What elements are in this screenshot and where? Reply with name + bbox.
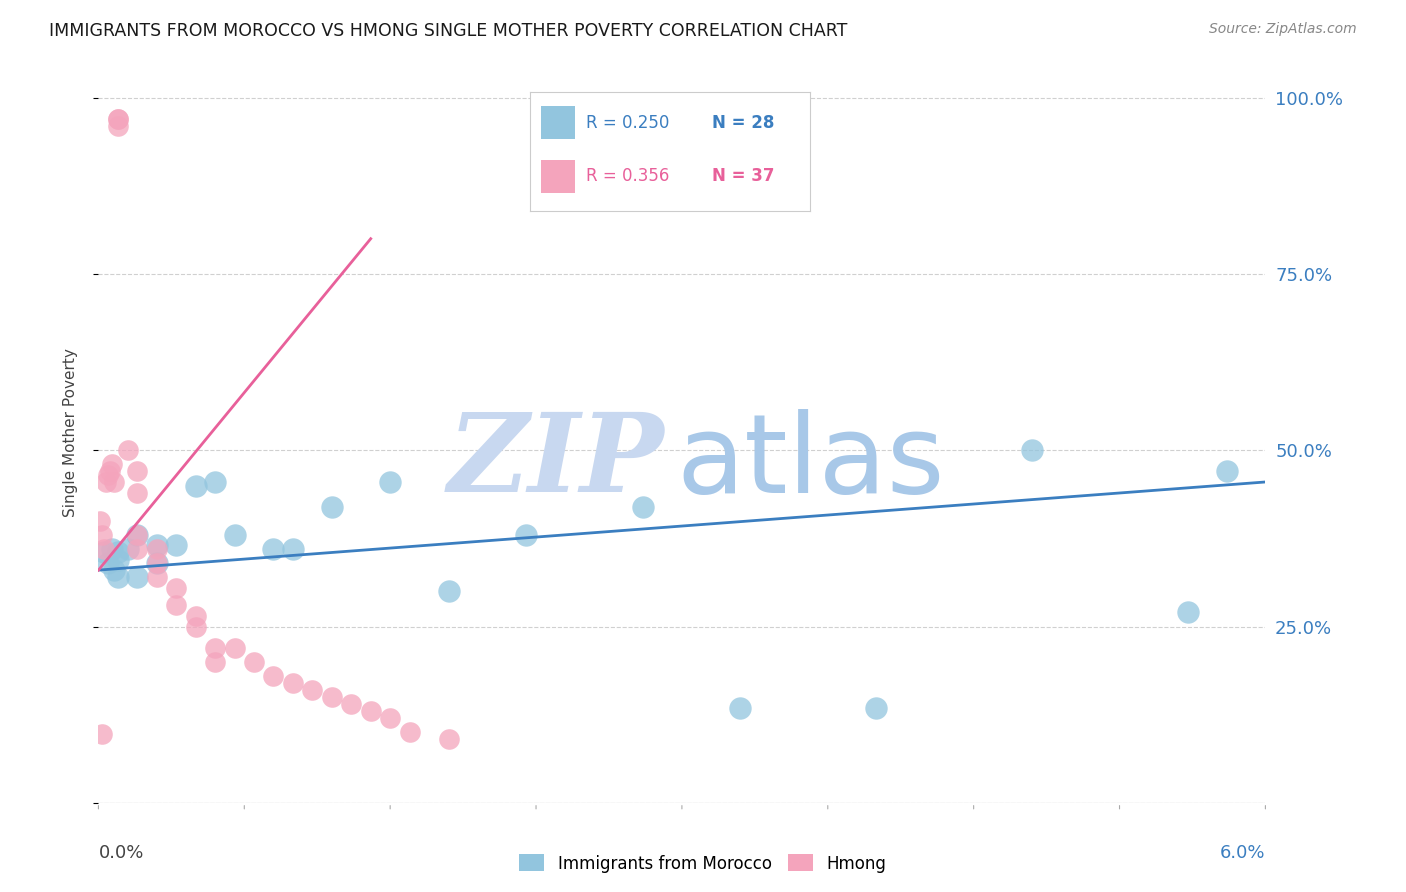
Text: Source: ZipAtlas.com: Source: ZipAtlas.com [1209,22,1357,37]
Text: atlas: atlas [676,409,945,516]
Point [262,669,284,683]
Point [224,640,246,655]
Point [146,556,169,570]
Point [127,464,149,478]
Text: 0.0%: 0.0% [98,844,143,862]
Point [165,538,187,552]
Point [243,655,266,669]
Point [398,725,420,739]
Point [93,541,115,556]
Point [97,467,120,482]
Point [127,541,149,556]
Point [107,570,129,584]
Point [146,538,169,552]
Point [184,478,207,492]
Point [107,112,129,126]
Point [340,697,363,711]
Point [127,570,149,584]
Point [103,563,125,577]
Point [97,556,120,570]
Point [380,475,402,489]
Point [107,552,129,566]
Point [165,599,187,613]
Y-axis label: Single Mother Poverty: Single Mother Poverty [63,348,77,517]
Point [204,655,226,669]
Point [865,700,887,714]
Point [1215,464,1237,478]
Text: ZIP: ZIP [447,409,665,516]
Point [281,541,304,556]
Point [380,711,402,725]
Point [96,475,118,489]
Point [146,556,169,570]
Point [89,514,111,528]
Point [103,475,125,489]
Point [98,464,121,478]
Point [101,541,124,556]
Point [1021,443,1043,458]
Point [91,528,114,542]
Point [262,541,284,556]
Point [127,528,149,542]
Point [204,640,226,655]
Point [204,475,226,489]
Point [281,676,304,690]
Legend: Immigrants from Morocco, Hmong: Immigrants from Morocco, Hmong [513,847,893,880]
Point [184,609,207,624]
Text: 6.0%: 6.0% [1220,844,1265,862]
Point [321,500,343,514]
Point [515,528,537,542]
Point [631,500,654,514]
Point [184,619,207,633]
Point [224,528,246,542]
Point [321,690,343,704]
Point [127,528,149,542]
Point [437,584,460,599]
Text: IMMIGRANTS FROM MOROCCO VS HMONG SINGLE MOTHER POVERTY CORRELATION CHART: IMMIGRANTS FROM MOROCCO VS HMONG SINGLE … [49,22,848,40]
Point [107,112,129,126]
Point [165,581,187,595]
Point [146,570,169,584]
Point [107,119,129,133]
Point [301,683,323,698]
Point [437,732,460,747]
Point [127,485,149,500]
Point [91,727,114,741]
Point [93,545,115,559]
Point [117,443,139,458]
Point [146,541,169,556]
Point [107,545,129,559]
Point [730,700,752,714]
Point [101,458,124,472]
Point [1177,606,1199,620]
Point [360,704,382,718]
Point [117,541,139,556]
